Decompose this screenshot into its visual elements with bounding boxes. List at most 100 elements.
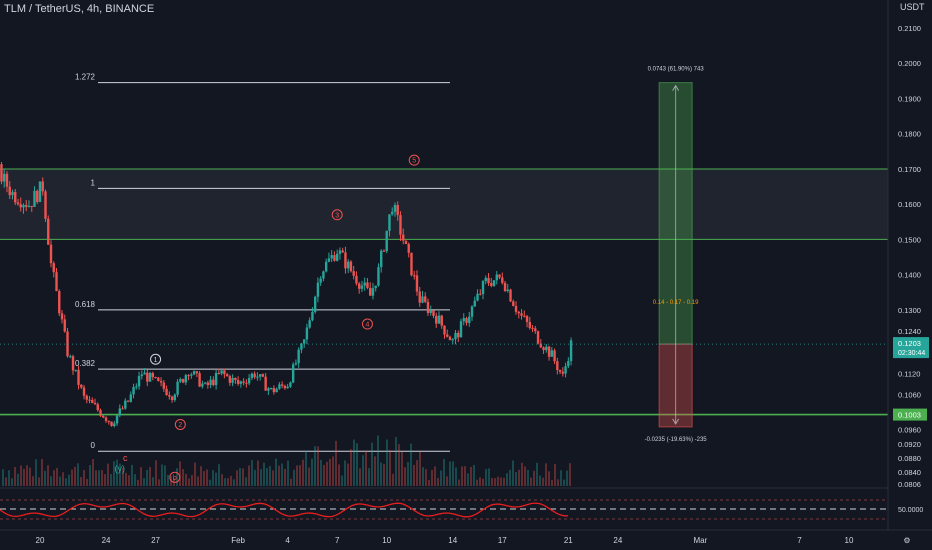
candle-body[interactable]	[258, 374, 262, 377]
candle-body[interactable]	[426, 301, 430, 314]
candle-body[interactable]	[564, 366, 567, 374]
candle-body[interactable]	[550, 350, 554, 357]
candle-body[interactable]	[27, 205, 31, 207]
candle-body[interactable]	[385, 230, 388, 252]
candle-body[interactable]	[429, 310, 432, 314]
candle-body[interactable]	[404, 240, 408, 244]
candle-body[interactable]	[443, 325, 446, 335]
candle-body[interactable]	[492, 280, 496, 286]
candle-body[interactable]	[135, 386, 138, 388]
candle-body[interactable]	[242, 381, 245, 383]
candle-body[interactable]	[280, 384, 284, 386]
candle-body[interactable]	[567, 361, 570, 367]
candle-body[interactable]	[289, 382, 292, 387]
candle-body[interactable]	[44, 191, 47, 219]
candle-body[interactable]	[476, 293, 479, 301]
candle-body[interactable]	[399, 215, 402, 235]
candle-body[interactable]	[93, 403, 97, 405]
candle-body[interactable]	[432, 310, 435, 316]
candle-body[interactable]	[278, 384, 281, 389]
candle-body[interactable]	[283, 385, 287, 389]
candle-body[interactable]	[531, 327, 534, 329]
candle-body[interactable]	[74, 369, 77, 371]
candle-body[interactable]	[324, 261, 328, 272]
candle-body[interactable]	[440, 315, 443, 326]
candle-body[interactable]	[256, 376, 259, 378]
candle-body[interactable]	[146, 372, 149, 382]
candle-body[interactable]	[313, 296, 317, 312]
candle-body[interactable]	[124, 400, 127, 409]
candle-body[interactable]	[462, 318, 465, 322]
candle-body[interactable]	[154, 377, 157, 379]
candle-body[interactable]	[71, 356, 75, 371]
candle-body[interactable]	[495, 274, 498, 281]
candle-body[interactable]	[374, 285, 377, 289]
candle-body[interactable]	[203, 382, 207, 384]
candle-body[interactable]	[297, 349, 300, 364]
candle-body[interactable]	[5, 173, 9, 187]
candle-body[interactable]	[88, 399, 91, 401]
candle-body[interactable]	[512, 301, 515, 307]
candle-body[interactable]	[308, 320, 311, 328]
candle-body[interactable]	[355, 275, 358, 284]
candle-body[interactable]	[316, 282, 320, 297]
candle-body[interactable]	[413, 275, 416, 277]
candle-body[interactable]	[286, 386, 289, 389]
candle-body[interactable]	[393, 205, 397, 212]
candle-body[interactable]	[250, 373, 254, 379]
candle-body[interactable]	[151, 372, 155, 378]
candle-body[interactable]	[380, 250, 383, 268]
candle-body[interactable]	[184, 375, 188, 383]
candle-body[interactable]	[473, 300, 476, 307]
candle-body[interactable]	[118, 408, 121, 416]
candle-body[interactable]	[198, 373, 201, 387]
candle-body[interactable]	[509, 289, 512, 302]
candle-body[interactable]	[33, 190, 36, 207]
candle-body[interactable]	[66, 331, 69, 357]
candle-body[interactable]	[264, 376, 267, 391]
candle-body[interactable]	[11, 192, 14, 196]
candle-body[interactable]	[523, 315, 526, 317]
candle-body[interactable]	[214, 373, 218, 386]
candle-body[interactable]	[91, 399, 94, 404]
candle-body[interactable]	[96, 404, 99, 411]
candle-body[interactable]	[556, 361, 559, 371]
candle-body[interactable]	[140, 374, 144, 377]
candle-body[interactable]	[212, 379, 215, 386]
candle-body[interactable]	[459, 321, 463, 338]
candle-body[interactable]	[239, 381, 243, 384]
candle-body[interactable]	[465, 318, 468, 323]
candle-body[interactable]	[517, 311, 520, 314]
candle-body[interactable]	[113, 423, 116, 427]
candle-body[interactable]	[187, 375, 190, 377]
candle-body[interactable]	[360, 285, 364, 289]
candle-body[interactable]	[421, 296, 424, 303]
candle-body[interactable]	[481, 281, 485, 294]
candle-body[interactable]	[30, 205, 33, 207]
candle-body[interactable]	[514, 306, 518, 312]
candle-body[interactable]	[137, 376, 141, 387]
candle-body[interactable]	[162, 382, 166, 389]
candle-body[interactable]	[446, 334, 449, 337]
candle-body[interactable]	[19, 204, 22, 208]
candle-body[interactable]	[267, 388, 270, 391]
candle-body[interactable]	[333, 255, 336, 261]
candle-body[interactable]	[391, 211, 394, 215]
candle-body[interactable]	[545, 346, 548, 351]
candle-body[interactable]	[454, 332, 457, 340]
candle-body[interactable]	[173, 394, 177, 401]
candle-body[interactable]	[201, 383, 204, 387]
candle-body[interactable]	[424, 296, 427, 302]
candle-body[interactable]	[525, 316, 529, 323]
candle-body[interactable]	[220, 370, 223, 374]
candle-body[interactable]	[302, 339, 306, 344]
candle-body[interactable]	[261, 374, 265, 377]
candle-body[interactable]	[357, 283, 361, 289]
candle-body[interactable]	[319, 278, 322, 283]
candle-body[interactable]	[157, 377, 160, 381]
candle-body[interactable]	[102, 415, 105, 418]
candle-body[interactable]	[352, 271, 355, 276]
candle-body[interactable]	[363, 282, 366, 286]
candle-body[interactable]	[245, 382, 248, 384]
candle-body[interactable]	[501, 277, 504, 283]
